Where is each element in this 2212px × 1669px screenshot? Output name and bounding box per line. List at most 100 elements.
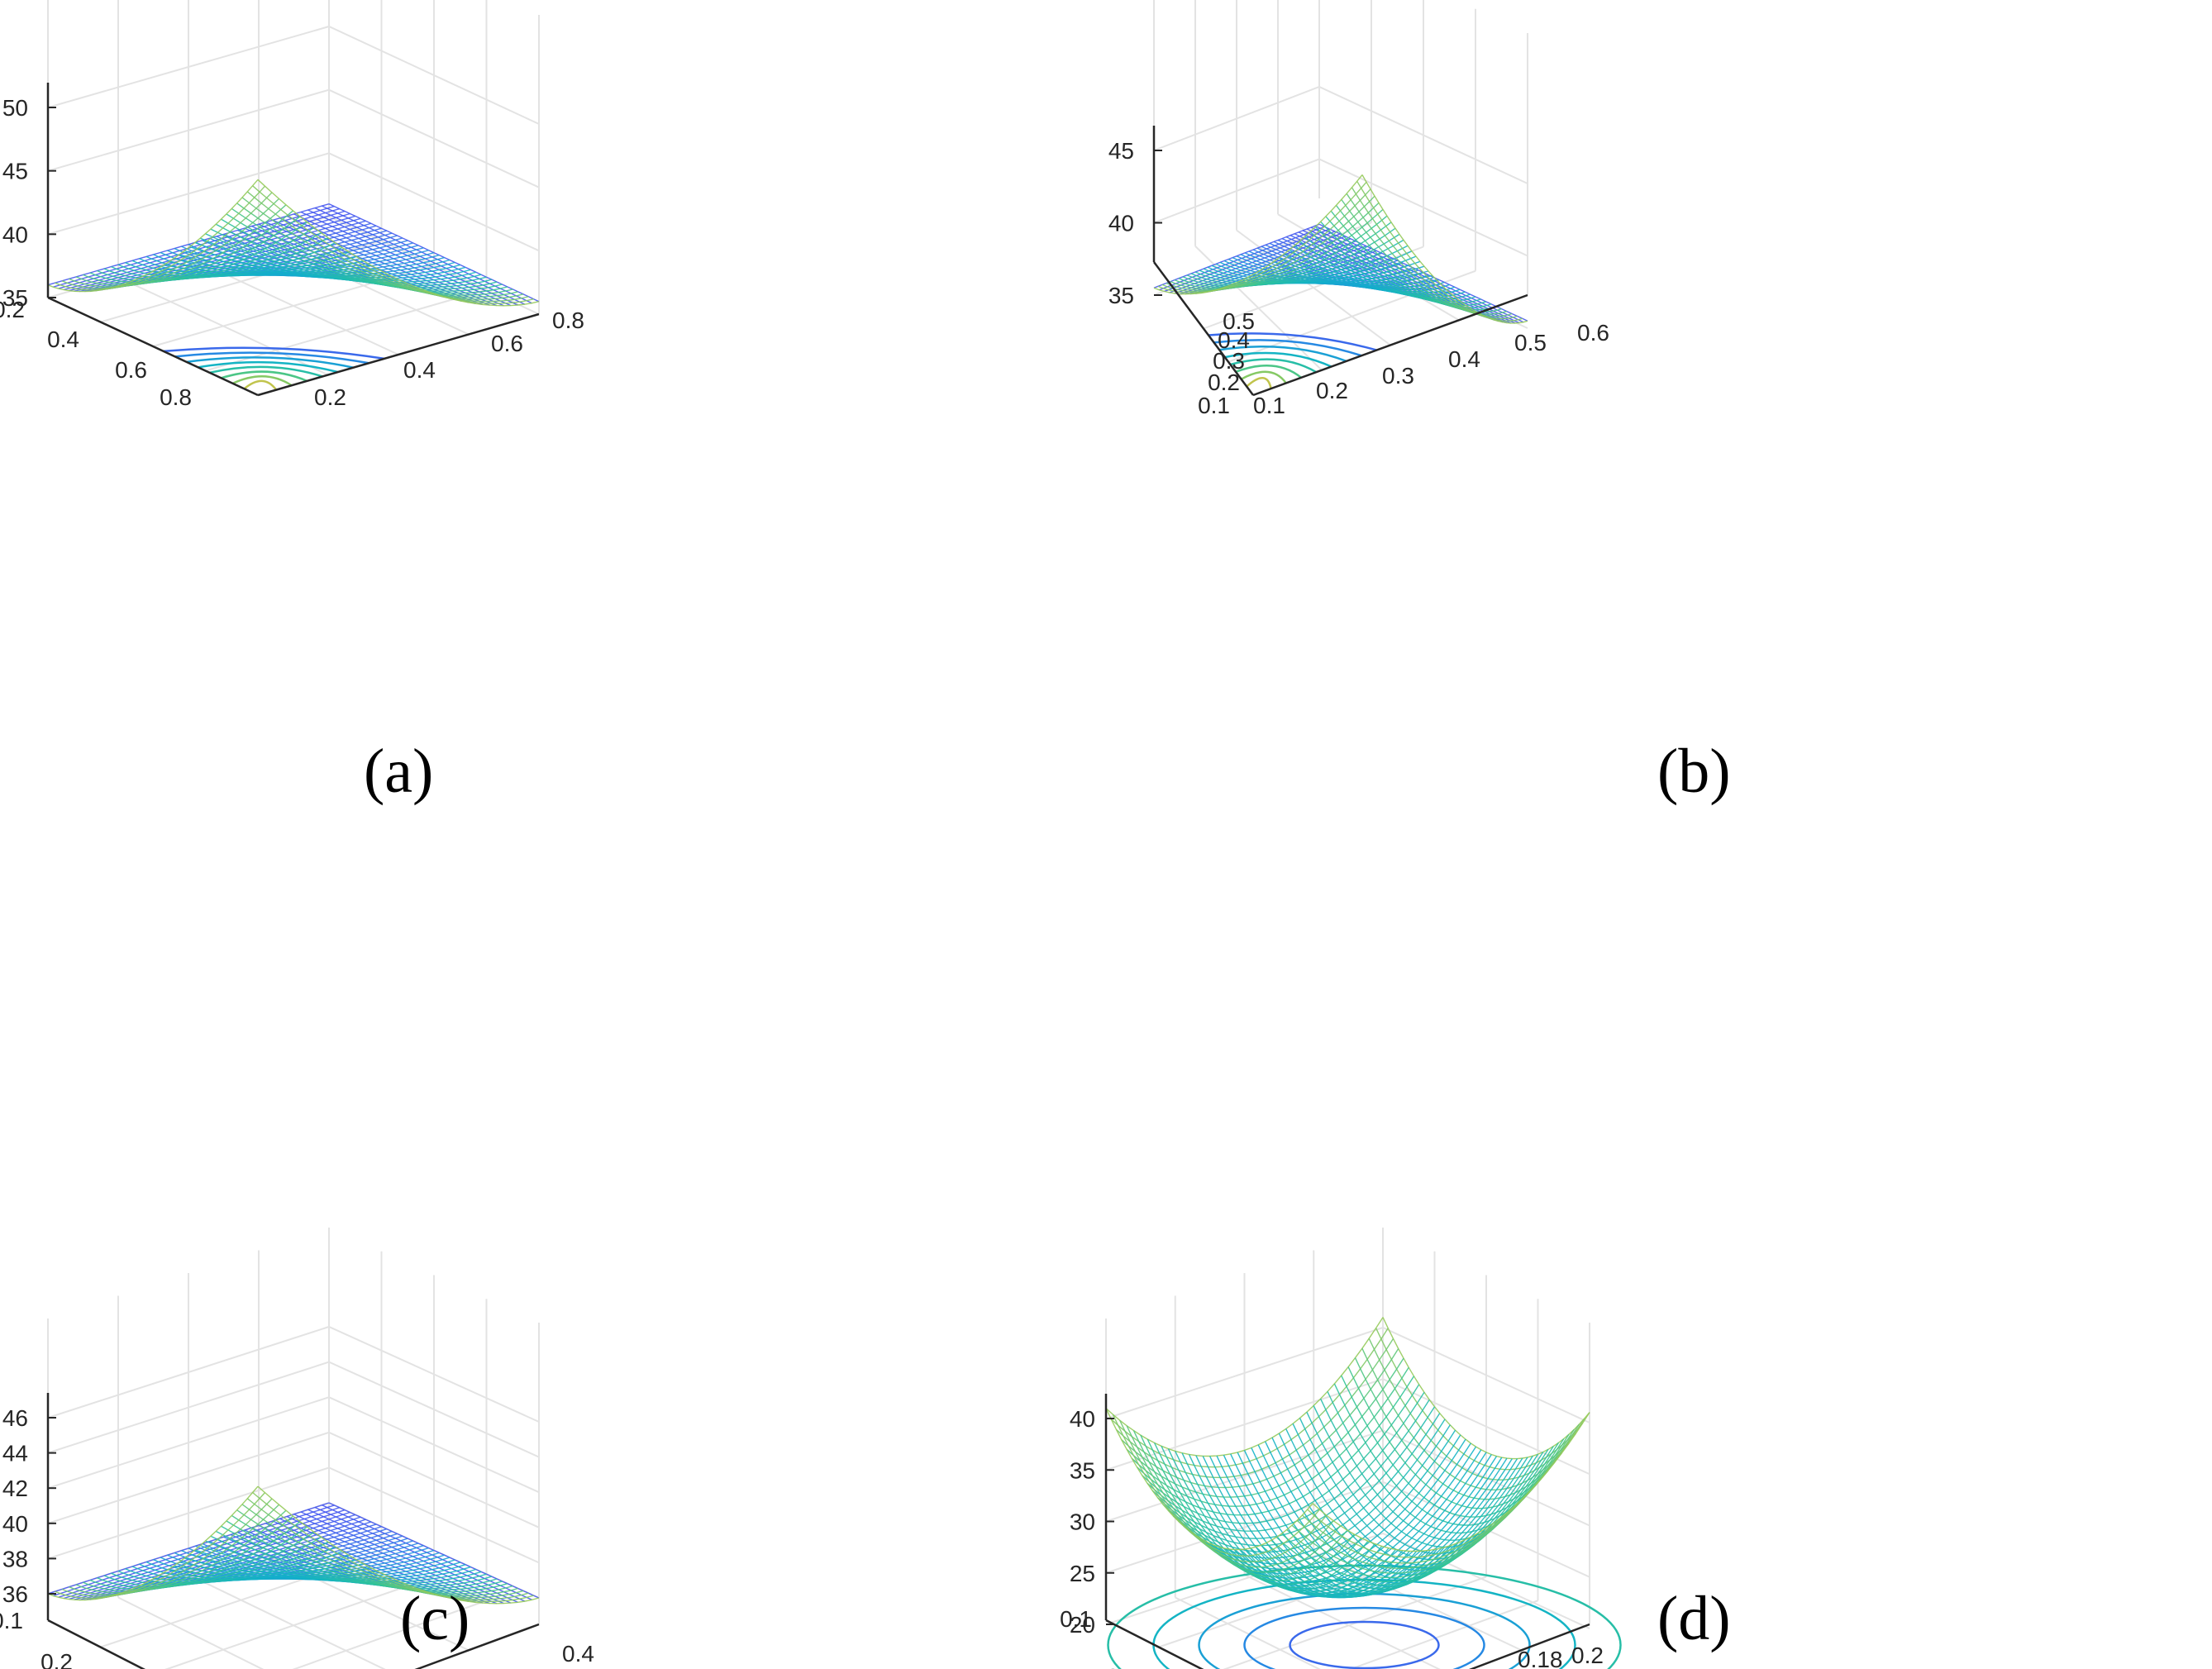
mesh-line (1286, 1438, 1565, 1579)
caption-d: (d) (1657, 1584, 1731, 1653)
mesh-line (1166, 195, 1375, 292)
y-tick-label: 0.1 (1198, 393, 1230, 418)
mesh-line (139, 251, 350, 277)
mesh-line (215, 1530, 498, 1590)
mesh-line (131, 246, 343, 277)
mesh-line (236, 203, 518, 298)
x-tick-label: 0.1 (1253, 393, 1285, 418)
z-grid-line (1105, 1326, 1590, 1423)
mesh-line (252, 1491, 534, 1603)
mesh-line (221, 1525, 503, 1591)
mesh-line (1325, 216, 1492, 308)
mesh-line (241, 197, 524, 300)
mesh-line (75, 204, 287, 286)
mesh-line (215, 223, 498, 290)
mesh-line (125, 242, 336, 278)
caption-c: (c) (400, 1584, 470, 1653)
chart-panel-c: 3638404244460.10.20.30.40.10.20.30.4 (0, 835, 1106, 1669)
z-tick-label: 38 (2, 1546, 28, 1571)
z-tick-label: 35 (2, 285, 28, 311)
z-tick-label: 42 (2, 1476, 28, 1501)
floor-grid-line (292, 1600, 487, 1669)
mesh-line (246, 1498, 529, 1600)
z-tick-label: 45 (2, 159, 28, 184)
mesh-line (1275, 1446, 1554, 1586)
z-grid-line (47, 152, 540, 252)
mesh-line (55, 185, 266, 291)
y-axis-line (1152, 261, 1255, 396)
y-axis-line (1105, 1619, 1204, 1669)
y-axis-line (47, 1619, 146, 1669)
mesh-line (1270, 1448, 1549, 1589)
x-tick-label: 0.2 (314, 384, 346, 410)
z-grid-line (47, 1396, 540, 1494)
y-tick-label: 0.15 (1107, 1664, 1152, 1669)
x-axis-line (257, 312, 540, 397)
mesh-line (1278, 257, 1445, 291)
mesh-line (199, 237, 482, 284)
x-axis-line (1252, 293, 1528, 397)
z-grid-line (47, 1466, 540, 1564)
contour-line (1208, 332, 1377, 351)
z-tick-label: 30 (1070, 1509, 1095, 1535)
contour-line (1289, 1620, 1440, 1669)
mesh-line (231, 1514, 513, 1595)
mesh-line (205, 1540, 487, 1586)
x-tick-label: 0.8 (552, 308, 584, 333)
mesh-line (1153, 1442, 1362, 1586)
contour-line (186, 356, 354, 369)
z-tick-label: 50 (2, 95, 28, 121)
x-tick-label: 0.2 (1316, 378, 1348, 403)
mesh-line (1289, 249, 1456, 294)
plot-group-2: 3638404244460.10.20.30.40.10.20.30.4 (0, 1228, 594, 1669)
y-tick-label: 0.3 (1213, 348, 1245, 374)
mesh-line (131, 1550, 343, 1582)
x-tick-label: 0.5 (1514, 330, 1547, 355)
mesh-line (1281, 1442, 1560, 1582)
caption-a: (a) (364, 737, 434, 806)
mesh-line (236, 1509, 518, 1596)
contour-line (1243, 1606, 1485, 1669)
x-tick-label: 0.16 (1471, 1666, 1516, 1669)
mesh-line (1312, 1412, 1590, 1552)
mesh-line (241, 1504, 524, 1599)
contour-line (1230, 358, 1317, 374)
y-tick-label: 0.2 (0, 297, 25, 322)
mesh-line (61, 1498, 273, 1597)
mesh-line (1347, 1366, 1556, 1509)
z-grid-line (47, 1325, 540, 1423)
mesh-line (231, 207, 513, 296)
z-tick-label: 40 (2, 1511, 28, 1537)
mesh-line (1207, 255, 1417, 284)
chart-panel-d: 20253035400.10.150.20.10.120.140.160.180… (1060, 835, 2212, 1669)
x-axis-line (414, 1623, 540, 1669)
mesh-line (89, 216, 301, 284)
y-tick-label: 0.2 (41, 1649, 73, 1669)
mesh-line (69, 198, 279, 288)
contour-line (209, 365, 323, 378)
z-tick-label: 40 (1070, 1406, 1095, 1432)
z-grid-line (1105, 1481, 1590, 1578)
mesh-line (1299, 241, 1466, 298)
x-tick-label: 0.4 (562, 1641, 594, 1667)
y-tick-label: 0.2 (1208, 370, 1240, 395)
floor-grid-line (164, 1576, 435, 1669)
x-tick-label: 0.18 (1518, 1647, 1563, 1669)
mesh-line (1147, 1438, 1355, 1581)
z-tick-label: 35 (1108, 283, 1134, 308)
contour-line (231, 375, 293, 387)
mesh-line (1356, 180, 1523, 322)
mesh-line (111, 231, 322, 280)
mesh-line (226, 1520, 508, 1593)
floor-grid-line (1244, 1574, 1441, 1669)
y-tick-label: 0.1 (0, 1608, 23, 1633)
mesh-line (1132, 1430, 1342, 1573)
mesh-line (47, 1485, 259, 1601)
surface-plot-a: 35 40 45 50 0.2 0.4 0.6 0.8 0.2 0.4 0.6 0.8 (0, 0, 584, 410)
mesh-line (210, 1535, 493, 1588)
mesh-line (83, 210, 293, 285)
mesh-line (1140, 1434, 1348, 1577)
mesh-line (1266, 1452, 1544, 1592)
mesh-line (257, 179, 540, 307)
mesh-line (1182, 222, 1392, 288)
